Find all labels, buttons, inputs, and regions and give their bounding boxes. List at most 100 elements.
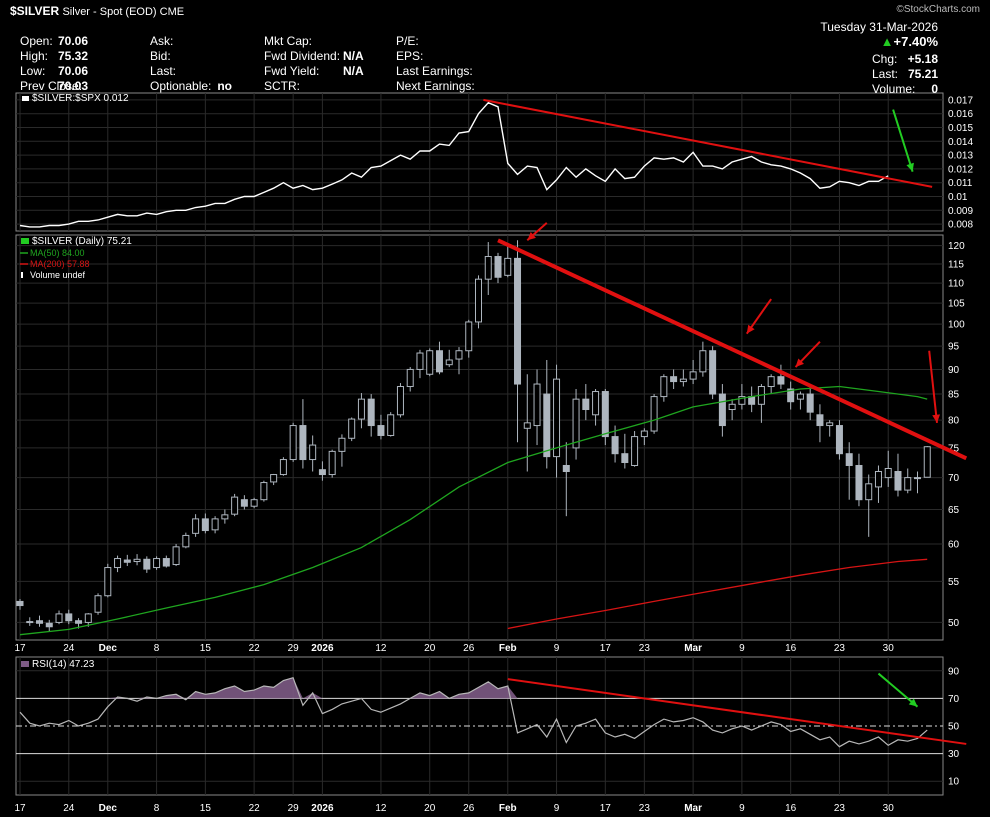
candle xyxy=(94,593,102,615)
candle-body xyxy=(445,359,453,366)
x-tick-label: 8 xyxy=(154,643,160,654)
quote-label: P/E: xyxy=(396,34,419,48)
candle-body xyxy=(162,558,170,567)
y-tick-label: 0.011 xyxy=(948,178,973,189)
quote-label: Ask: xyxy=(150,34,174,48)
candle-body xyxy=(45,622,53,628)
quote-label: Open: xyxy=(20,34,53,48)
red-arrow xyxy=(745,298,772,335)
candle-body xyxy=(553,378,561,458)
candle xyxy=(865,474,873,537)
candle-body xyxy=(601,391,609,438)
candle xyxy=(416,349,424,379)
x-tick-label: Feb xyxy=(499,803,517,814)
candle xyxy=(738,384,746,410)
candle xyxy=(299,399,307,469)
y-tick-label: 0.01 xyxy=(948,192,968,203)
candle-body xyxy=(621,453,629,464)
quote-label: Last Earnings: xyxy=(396,64,473,78)
x-tick-label: 22 xyxy=(249,643,261,654)
x-tick-label: 24 xyxy=(63,643,75,654)
candle-body xyxy=(211,518,219,531)
red-arrow-head xyxy=(795,358,804,368)
candle-body xyxy=(523,422,531,429)
panel-frame xyxy=(15,92,944,232)
quote-value: no xyxy=(217,79,232,93)
candle-body xyxy=(611,436,619,455)
candle xyxy=(894,453,902,497)
candle xyxy=(621,433,629,469)
candle xyxy=(231,493,239,517)
symbol-description: Silver - Spot (EOD) CME xyxy=(62,6,185,18)
up-triangle-icon: ▲ xyxy=(880,34,894,49)
candle xyxy=(55,610,63,625)
candle-body xyxy=(494,256,502,278)
candle-body xyxy=(289,425,297,461)
change-pct-value: +7.40% xyxy=(893,34,938,49)
candle xyxy=(289,422,297,462)
candle xyxy=(572,389,580,460)
candle xyxy=(192,514,200,537)
candle-body xyxy=(592,391,600,416)
candle-body xyxy=(582,398,590,411)
x-tick-label: 12 xyxy=(375,643,387,654)
candle-body xyxy=(826,422,834,427)
candle xyxy=(114,555,122,573)
candle-body xyxy=(475,278,482,323)
watermark: ©StockCharts.com xyxy=(896,4,980,15)
x-tick-label: 23 xyxy=(834,643,846,654)
x-tick-label: 8 xyxy=(154,803,160,814)
green-arrow-head xyxy=(906,162,914,172)
x-tick-label: 26 xyxy=(463,643,475,654)
candle-body xyxy=(484,256,492,280)
quote-value: 0 xyxy=(931,82,938,96)
x-tick-label: 2026 xyxy=(311,803,334,814)
candle xyxy=(777,364,785,390)
rsi-overbought-fill xyxy=(20,677,928,699)
candle xyxy=(338,434,346,467)
quote-label: Fwd Dividend: xyxy=(264,49,341,63)
red-arrow xyxy=(526,222,548,242)
candle-body xyxy=(387,414,395,436)
candle xyxy=(670,369,678,390)
candle xyxy=(709,346,717,400)
candle-body xyxy=(913,477,921,480)
quote-value: 75.32 xyxy=(57,49,88,63)
candle-body xyxy=(231,496,239,515)
candle xyxy=(348,417,356,442)
candle-body xyxy=(357,398,365,420)
candle-body xyxy=(689,371,697,380)
quote-label: EPS: xyxy=(396,49,424,63)
candle xyxy=(796,391,804,410)
candle-body xyxy=(787,388,795,403)
ratio-trendline xyxy=(483,98,933,188)
x-tick-label: 12 xyxy=(375,803,387,814)
y-tick-label: 0.009 xyxy=(948,206,973,217)
red-arrow-head xyxy=(746,324,755,334)
candle xyxy=(377,414,385,440)
candle xyxy=(445,349,453,368)
candle-body xyxy=(465,321,473,352)
x-tick-label: 23 xyxy=(639,643,651,654)
ma200-line xyxy=(507,558,928,630)
rsi-legend-swatch xyxy=(21,661,29,667)
x-tick-label: 20 xyxy=(424,643,436,654)
candle-body xyxy=(514,257,522,385)
x-tick-label: Dec xyxy=(99,643,118,654)
x-tick-label: Dec xyxy=(99,803,118,814)
x-tick-label: 29 xyxy=(288,643,300,654)
ma50-legend: MA(50) 84.00 xyxy=(30,248,85,258)
candle xyxy=(279,457,287,476)
candle xyxy=(475,275,482,329)
candle xyxy=(367,394,375,437)
x-tick-label: 16 xyxy=(785,803,797,814)
candle-body xyxy=(75,620,83,624)
x-tick-label: 15 xyxy=(200,803,212,814)
candle-body xyxy=(894,471,902,491)
candle-body xyxy=(182,534,190,548)
quote-date: Tuesday 31-Mar-2026 xyxy=(820,20,938,34)
y-tick-label: 120 xyxy=(948,241,965,252)
candle-body xyxy=(670,376,678,383)
y-tick-label: 30 xyxy=(948,749,960,760)
